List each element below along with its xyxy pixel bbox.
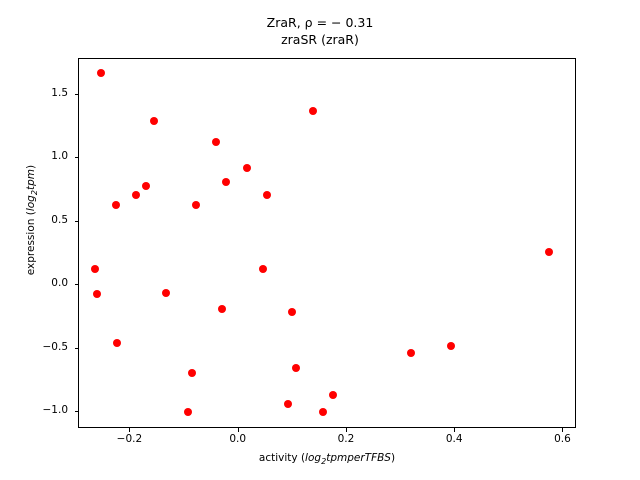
data-points-layer — [79, 59, 575, 427]
data-point — [243, 164, 252, 173]
data-point — [263, 191, 272, 200]
data-point — [446, 342, 455, 351]
data-point — [91, 264, 100, 273]
chart-title: ZraR, ρ = − 0.31 zraSR (zraR) — [0, 14, 640, 48]
data-point — [141, 182, 150, 191]
x-axis-label-italic-post: tpmperTFBS — [326, 452, 391, 464]
y-tick-mark — [74, 93, 78, 95]
data-point — [112, 201, 121, 210]
data-point — [149, 117, 158, 126]
y-axis-label-subscript: 2 — [29, 190, 40, 196]
x-axis-label-close: ) — [390, 452, 396, 464]
x-tick-label: 0.2 — [337, 433, 355, 445]
data-point — [113, 338, 122, 347]
data-point — [217, 305, 226, 314]
chart-title-line-2: zraSR (zraR) — [281, 32, 359, 47]
x-tick-label: −0.2 — [116, 433, 143, 445]
y-tick-mark — [74, 157, 78, 159]
data-point — [545, 248, 554, 257]
y-tick-mark — [74, 220, 78, 222]
y-axis-label-close: ) — [24, 164, 37, 169]
x-tick-mark — [454, 428, 456, 432]
y-tick-label: 0.0 — [51, 277, 68, 290]
x-tick-mark — [562, 428, 564, 432]
data-point — [97, 68, 106, 77]
data-point — [406, 348, 415, 357]
x-axis-label-plain: activity ( — [258, 452, 306, 464]
y-tick-label: 0.5 — [51, 213, 68, 226]
x-axis-label-italic-pre: log — [305, 452, 322, 464]
data-point — [92, 290, 101, 299]
chart-title-line-1: ZraR, ρ = − 0.31 — [266, 15, 374, 30]
x-tick-label: 0.0 — [229, 433, 247, 445]
y-tick-label: 1.5 — [51, 86, 68, 99]
x-tick-mark — [237, 428, 239, 432]
data-point — [211, 137, 220, 146]
x-tick-label: 0.4 — [445, 433, 463, 445]
data-point — [188, 369, 197, 378]
data-point — [319, 408, 328, 417]
data-point — [191, 201, 200, 210]
y-axis-label-italic-post: tpm — [24, 168, 37, 190]
data-point — [161, 288, 170, 297]
y-tick-label: −0.5 — [42, 340, 69, 353]
data-point — [258, 264, 267, 273]
data-point — [309, 107, 318, 116]
y-tick-mark — [74, 284, 78, 286]
data-point — [328, 390, 337, 399]
x-tick-label: 0.6 — [554, 433, 571, 445]
data-point — [288, 308, 297, 317]
data-point — [131, 191, 140, 200]
plot-area — [78, 58, 576, 428]
y-tick-label: −1.0 — [42, 404, 69, 417]
data-point — [283, 399, 292, 408]
data-point — [292, 363, 301, 372]
data-point — [221, 178, 230, 187]
x-axis-label: activity (log2tpmperTFBS) — [78, 452, 576, 466]
y-tick-mark — [74, 411, 78, 413]
y-tick-mark — [74, 347, 78, 349]
x-tick-mark — [129, 428, 131, 432]
x-tick-mark — [345, 428, 347, 432]
y-axis-label-italic-pre: log — [24, 195, 37, 212]
x-axis-label-subscript: 2 — [321, 456, 327, 467]
y-tick-label: 1.0 — [51, 150, 68, 163]
data-point — [184, 408, 193, 417]
